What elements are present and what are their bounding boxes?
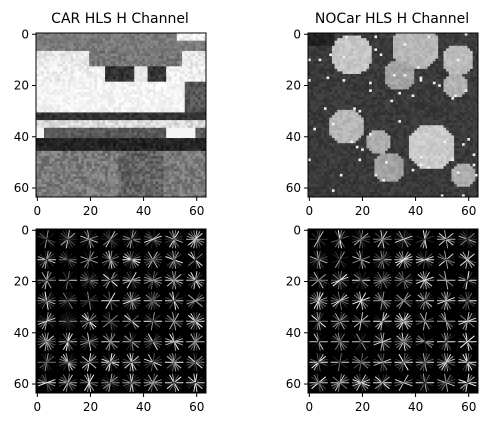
y-tick-label: 0 [21, 27, 29, 41]
axes-frame [307, 228, 479, 394]
y-tick-label: 20 [14, 275, 29, 289]
y-tick-label: 20 [286, 275, 301, 289]
x-tick-label: 40 [408, 204, 423, 218]
title-nocar-hls: NOCar HLS H Channel [315, 11, 469, 27]
y-tick-label: 20 [286, 79, 301, 93]
heatmap-image [308, 33, 479, 198]
heatmap-panel-2: 0 20 40 60 0 20 40 60 [286, 27, 479, 218]
heatmap-panel-4: 0 20 40 60 0 20 40 60 [286, 223, 479, 414]
x-tick-label: 20 [83, 400, 98, 414]
y-tick-label: 0 [293, 27, 301, 41]
heatmap-image [308, 229, 478, 393]
axes-frame [35, 32, 207, 198]
x-tick-label: 40 [136, 400, 151, 414]
heatmap-panel-3: 0 20 40 60 0 20 40 60 [14, 223, 207, 414]
x-tick-label: 60 [189, 400, 204, 414]
y-tick-label: 40 [286, 130, 301, 144]
y-tick-label: 0 [293, 223, 301, 237]
y-tick-label: 20 [14, 79, 29, 93]
y-tick-label: 0 [21, 223, 29, 237]
x-tick-label: 0 [34, 400, 42, 414]
x-tick-label: 60 [461, 204, 476, 218]
x-tick-label: 20 [355, 400, 370, 414]
axes-frame [35, 228, 207, 394]
x-tick-label: 60 [189, 204, 204, 218]
x-tick-label: 20 [355, 204, 370, 218]
axes-frame [307, 32, 479, 198]
x-tick-label: 0 [34, 204, 42, 218]
x-tick-label: 40 [136, 204, 151, 218]
y-tick-label: 60 [14, 181, 29, 195]
y-tick-label: 60 [14, 377, 29, 391]
x-tick-label: 20 [83, 204, 98, 218]
y-tick-label: 40 [286, 326, 301, 340]
x-tick-label: 60 [461, 400, 476, 414]
heatmap-image [36, 33, 207, 198]
x-tick-label: 40 [408, 400, 423, 414]
heatmap-panel-1: 0 20 40 60 0 20 40 60 [14, 27, 207, 218]
y-tick-label: 40 [14, 130, 29, 144]
y-tick-label: 60 [286, 181, 301, 195]
x-tick-label: 0 [306, 400, 314, 414]
y-tick-label: 60 [286, 377, 301, 391]
y-tick-label: 40 [14, 326, 29, 340]
title-car-hls: CAR HLS H Channel [51, 11, 189, 27]
heatmap-image [36, 229, 206, 393]
x-tick-label: 0 [306, 204, 314, 218]
